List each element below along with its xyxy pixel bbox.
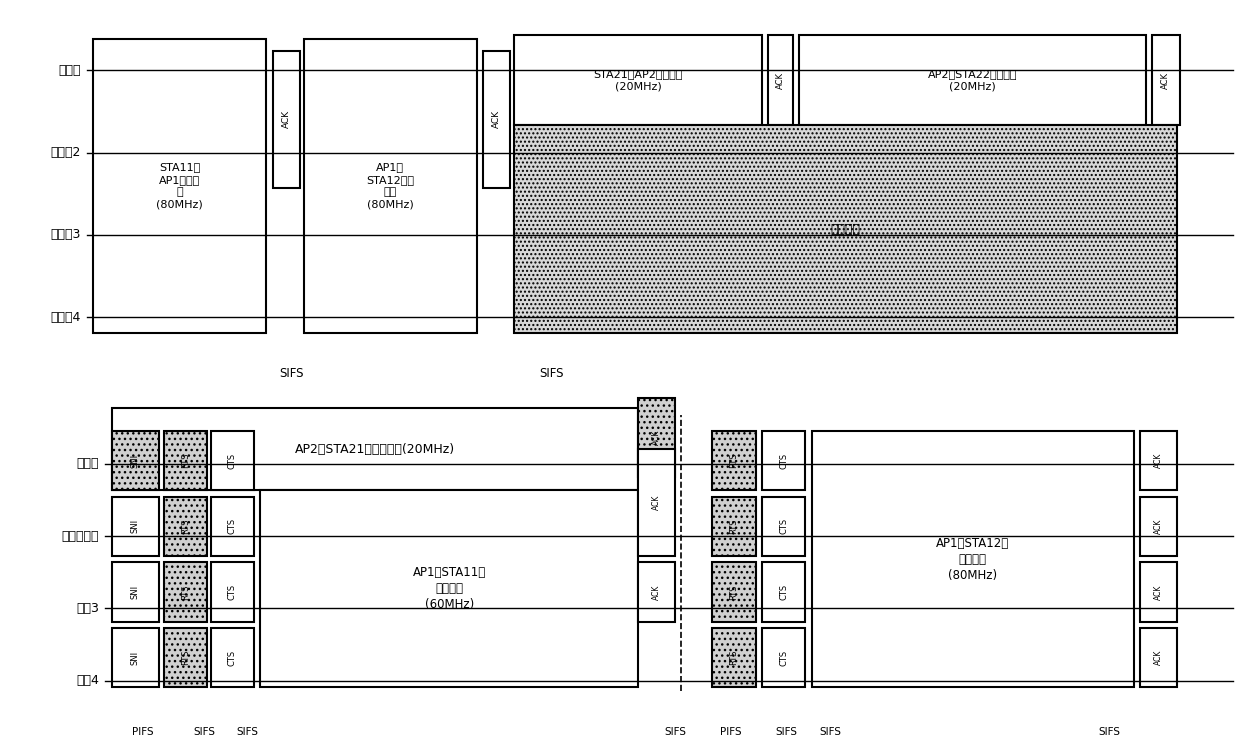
Bar (211, 497, 254, 556)
Text: AP1与STA11间
数据传输
(60MHz): AP1与STA11间 数据传输 (60MHz) (413, 566, 486, 611)
Text: RTS: RTS (730, 453, 738, 468)
Bar (514, 125, 1177, 333)
Text: ACK: ACK (492, 111, 502, 129)
Text: ACK: ACK (652, 584, 662, 599)
Bar (273, 51, 300, 188)
Text: 主信道: 主信道 (58, 64, 81, 77)
Bar (304, 39, 477, 333)
Text: ACK: ACK (652, 430, 662, 445)
Bar (1140, 431, 1177, 490)
Text: CTS: CTS (779, 453, 788, 468)
Bar (762, 431, 805, 490)
Text: RTS: RTS (730, 519, 738, 534)
Bar (799, 35, 1146, 125)
Text: ACK: ACK (776, 72, 786, 89)
Text: 子信道2: 子信道2 (50, 146, 81, 159)
Text: SIFS: SIFS (539, 367, 564, 380)
Text: AP2与STA21间数据传输(20MHz): AP2与STA21间数据传输(20MHz) (295, 443, 455, 456)
Bar (638, 398, 675, 477)
Text: CTS: CTS (228, 518, 237, 535)
Bar (164, 628, 207, 687)
Bar (112, 408, 638, 490)
Bar (93, 39, 266, 333)
Text: PIFS: PIFS (720, 727, 742, 736)
Text: AP2向STA22传输数据
(20MHz): AP2向STA22传输数据 (20MHz) (928, 69, 1017, 91)
Text: ACK: ACK (1154, 453, 1163, 468)
Bar (112, 431, 159, 490)
Text: 信道3: 信道3 (77, 602, 99, 615)
Bar (762, 628, 805, 687)
Text: STA21向AP2传输数据
(20MHz): STA21向AP2传输数据 (20MHz) (593, 69, 683, 91)
Text: RTS: RTS (181, 584, 190, 599)
Text: CTS: CTS (779, 584, 788, 600)
Bar (112, 497, 159, 556)
Bar (260, 490, 638, 687)
Text: ACK: ACK (1154, 650, 1163, 666)
Text: SNI: SNI (130, 520, 140, 533)
Text: RTS: RTS (730, 650, 738, 666)
Text: SIFS: SIFS (776, 727, 798, 736)
Text: ACK: ACK (1154, 519, 1163, 534)
Text: SIFS: SIFS (819, 727, 841, 736)
Text: RTS: RTS (181, 519, 190, 534)
Text: 子信道3: 子信道3 (50, 228, 81, 242)
Text: STA11向
AP1传输数
据
(80MHz): STA11向 AP1传输数 据 (80MHz) (156, 163, 203, 209)
Text: (a): (a) (610, 444, 629, 457)
Bar (112, 628, 159, 687)
Text: 信道4: 信道4 (77, 674, 99, 687)
Text: 虚拟主信道: 虚拟主信道 (62, 529, 99, 543)
Text: ACK: ACK (652, 495, 662, 511)
Text: CTS: CTS (228, 453, 237, 468)
Bar (1140, 562, 1177, 621)
Text: RTS: RTS (181, 650, 190, 666)
Bar (483, 51, 510, 188)
Bar (164, 431, 207, 490)
Bar (638, 562, 675, 621)
Text: CTS: CTS (779, 650, 788, 666)
Bar (712, 497, 756, 556)
Bar (1140, 497, 1177, 556)
Text: 主信道: 主信道 (77, 457, 99, 471)
Text: RTS: RTS (181, 453, 190, 468)
Text: CTS: CTS (228, 584, 237, 600)
Text: SNI: SNI (130, 585, 140, 599)
Text: SIFS: SIFS (664, 727, 686, 736)
Bar (712, 431, 756, 490)
Text: CTS: CTS (228, 650, 237, 666)
Bar (712, 628, 756, 687)
Text: SNI: SNI (130, 453, 140, 468)
Bar (514, 35, 762, 125)
Bar (812, 431, 1134, 687)
Bar (712, 562, 756, 621)
Bar (1152, 35, 1180, 125)
Bar (762, 562, 805, 621)
Text: AP1与STA12间
数据传输
(80MHz): AP1与STA12间 数据传输 (80MHz) (935, 537, 1010, 581)
Text: ACK: ACK (1154, 584, 1163, 599)
Bar (211, 628, 254, 687)
Bar (762, 497, 805, 556)
Text: ACK: ACK (281, 111, 291, 129)
Bar (768, 35, 793, 125)
Text: SIFS: SIFS (1098, 727, 1120, 736)
Bar (1140, 628, 1177, 687)
Text: 子信道4: 子信道4 (50, 311, 81, 324)
Bar (112, 562, 159, 621)
Text: SIFS: SIFS (237, 727, 259, 736)
Bar (638, 450, 675, 556)
Text: CTS: CTS (779, 518, 788, 535)
Bar (211, 431, 254, 490)
Text: AP1向
STA12传输
数据
(80MHz): AP1向 STA12传输 数据 (80MHz) (367, 163, 414, 209)
Text: RTS: RTS (730, 584, 738, 599)
Text: SIFS: SIFS (279, 367, 304, 380)
Bar (164, 497, 207, 556)
Text: SIFS: SIFS (193, 727, 216, 736)
Text: SNI: SNI (130, 651, 140, 665)
Text: 保留频谱: 保留频谱 (830, 223, 861, 236)
Bar (211, 562, 254, 621)
Bar (164, 562, 207, 621)
Text: ACK: ACK (1161, 72, 1171, 89)
Text: PIFS: PIFS (131, 727, 154, 736)
